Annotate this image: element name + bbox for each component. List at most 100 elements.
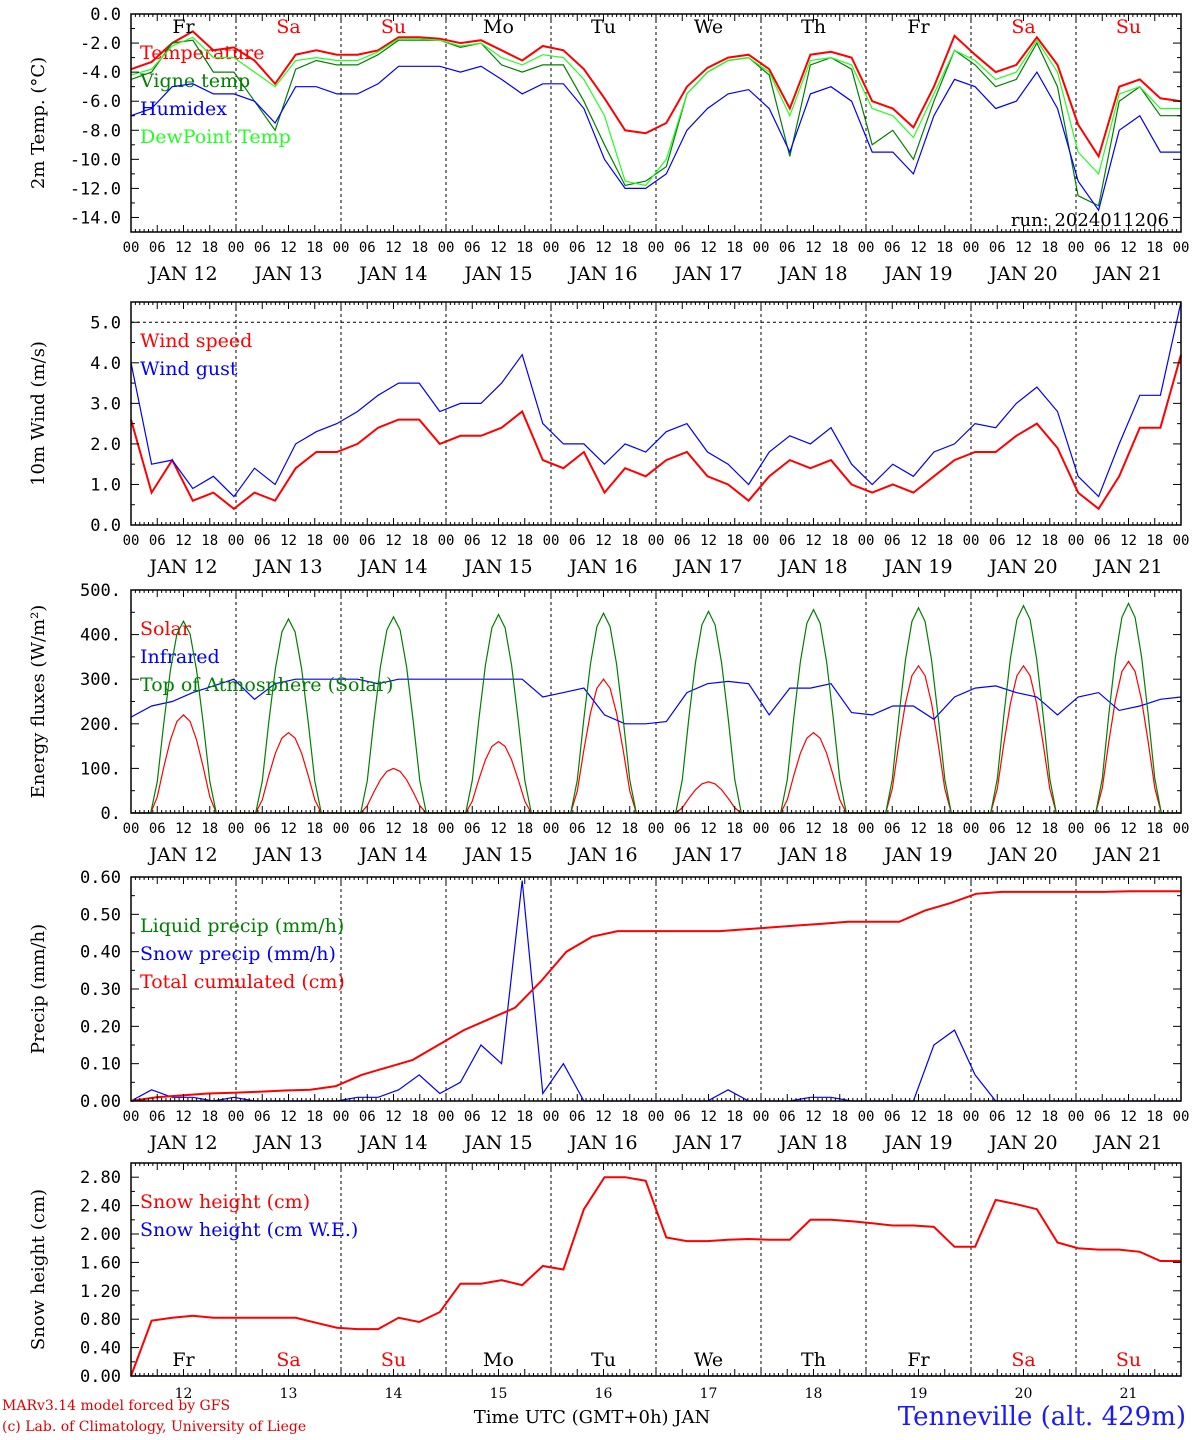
hour-tick-label: 00 bbox=[123, 821, 140, 837]
hour-tick-label: 12 bbox=[280, 821, 297, 837]
series-line-blue bbox=[130, 301, 1182, 498]
hour-tick-label: 12 bbox=[1120, 240, 1137, 256]
weekday-label: Sa bbox=[1011, 16, 1035, 38]
y-tick-label: 0.40 bbox=[80, 1339, 121, 1359]
day-label: JAN 16 bbox=[567, 1132, 637, 1154]
weekday-label: Th bbox=[801, 1349, 826, 1371]
hour-tick-label: 18 bbox=[621, 821, 638, 837]
y-tick-label: 3.0 bbox=[90, 394, 121, 414]
y-tick-label: 100. bbox=[80, 759, 121, 779]
y-tick-label: 0.60 bbox=[80, 868, 121, 888]
hour-tick-label: 00 bbox=[648, 821, 665, 837]
day-label: JAN 13 bbox=[252, 1132, 322, 1154]
hour-tick-label: 18 bbox=[306, 240, 323, 256]
hour-tick-label: 18 bbox=[831, 533, 848, 549]
legend-entry: Vigne temp bbox=[139, 70, 250, 92]
hour-tick-label: 06 bbox=[779, 821, 796, 837]
hour-tick-label: 12 bbox=[1120, 1109, 1137, 1125]
day-number-label: 18 bbox=[805, 1386, 823, 1402]
hour-tick-label: 12 bbox=[385, 821, 402, 837]
hour-tick-label: 12 bbox=[1120, 821, 1137, 837]
hour-tick-label: 00 bbox=[1068, 821, 1085, 837]
hour-tick-label: 18 bbox=[1146, 240, 1163, 256]
y-tick-label: 1.20 bbox=[80, 1282, 121, 1302]
day-label: JAN 12 bbox=[147, 844, 217, 866]
hour-tick-label: 00 bbox=[438, 240, 455, 256]
day-label: JAN 15 bbox=[462, 1132, 532, 1154]
hour-tick-label: 00 bbox=[1068, 240, 1085, 256]
y-tick-label: 0.0 bbox=[90, 5, 121, 25]
hour-tick-label: 06 bbox=[674, 533, 691, 549]
legend-entry: Wind gust bbox=[140, 358, 238, 380]
hour-tick-label: 12 bbox=[805, 821, 822, 837]
legend-entry: Solar bbox=[140, 618, 192, 640]
panel-2: Wind speed Wind gust 0.0 1.0 2.0 3.0 4.0 5.0 10m… bbox=[28, 301, 1189, 578]
lab-credit: (c) Lab. of Climatology, University of L… bbox=[2, 1419, 307, 1435]
hour-tick-label: 00 bbox=[333, 821, 350, 837]
hour-tick-label: 18 bbox=[936, 821, 953, 837]
day-label: JAN 17 bbox=[672, 263, 742, 285]
hour-tick-label: 06 bbox=[464, 821, 481, 837]
hour-tick-label: 18 bbox=[726, 240, 743, 256]
hour-tick-label: 00 bbox=[963, 533, 980, 549]
legend-entry: DewPoint Temp bbox=[140, 126, 291, 148]
hour-tick-label: 06 bbox=[674, 1109, 691, 1125]
day-number-label: 19 bbox=[910, 1386, 928, 1402]
hour-tick-label: 06 bbox=[464, 533, 481, 549]
day-label: JAN 20 bbox=[987, 556, 1057, 578]
day-label: JAN 18 bbox=[777, 263, 847, 285]
hour-tick-label: 18 bbox=[1041, 533, 1058, 549]
hour-tick-label: 00 bbox=[228, 533, 245, 549]
day-label: JAN 17 bbox=[672, 1132, 742, 1154]
legend-entry: Humidex bbox=[140, 98, 227, 120]
hour-tick-label: 18 bbox=[411, 240, 428, 256]
day-label: JAN 19 bbox=[882, 844, 952, 866]
hour-tick-label: 00 bbox=[963, 821, 980, 837]
day-label: JAN 14 bbox=[357, 263, 427, 285]
day-label: JAN 15 bbox=[462, 844, 532, 866]
y-tick-label: -4.0 bbox=[80, 63, 121, 83]
hour-tick-label: 00 bbox=[1173, 1109, 1190, 1125]
hour-tick-label: 18 bbox=[516, 821, 533, 837]
hour-tick-label: 06 bbox=[149, 533, 166, 549]
weekday-label: Sa bbox=[1011, 1349, 1035, 1371]
series-line-red bbox=[130, 1176, 1181, 1377]
legend-entry: Snow height (cm W.E.) bbox=[140, 1219, 358, 1241]
series-line-blue bbox=[130, 678, 1182, 725]
hour-tick-label: 00 bbox=[963, 1109, 980, 1125]
hour-tick-label: 12 bbox=[280, 240, 297, 256]
day-label: JAN 20 bbox=[987, 1132, 1057, 1154]
hour-tick-label: 18 bbox=[621, 533, 638, 549]
hour-tick-label: 00 bbox=[753, 1109, 770, 1125]
hour-tick-label: 00 bbox=[228, 240, 245, 256]
weekday-label: We bbox=[694, 1349, 723, 1371]
legend-entry: Infrared bbox=[140, 646, 220, 668]
hour-tick-label: 12 bbox=[910, 533, 927, 549]
hour-tick-label: 18 bbox=[201, 240, 218, 256]
hour-tick-label: 00 bbox=[123, 240, 140, 256]
y-tick-label: 300. bbox=[80, 670, 121, 690]
hour-tick-label: 18 bbox=[306, 533, 323, 549]
station-title: Tenneville (alt. 429m) bbox=[897, 1402, 1186, 1432]
hour-tick-label: 06 bbox=[989, 533, 1006, 549]
hour-tick-label: 06 bbox=[569, 1109, 586, 1125]
y-tick-label: 400. bbox=[80, 626, 121, 646]
series-line-red bbox=[130, 30, 1182, 159]
hour-tick-label: 06 bbox=[1094, 821, 1111, 837]
panel-5: Snow height (cm) Snow height (cm W.E.) 0.0… bbox=[28, 1162, 1182, 1428]
hour-tick-label: 12 bbox=[1015, 240, 1032, 256]
day-number-label: 15 bbox=[490, 1386, 508, 1402]
series-line-green bbox=[130, 39, 1181, 207]
hour-tick-label: 18 bbox=[831, 821, 848, 837]
hour-tick-label: 18 bbox=[411, 533, 428, 549]
weekday-label: Mo bbox=[483, 16, 514, 38]
y-tick-label: 200. bbox=[80, 715, 121, 735]
day-label: JAN 15 bbox=[462, 263, 532, 285]
day-label: JAN 19 bbox=[882, 1132, 952, 1154]
hour-tick-label: 12 bbox=[385, 240, 402, 256]
legend-entry: Liquid precip (mm/h) bbox=[140, 915, 344, 937]
hour-tick-label: 18 bbox=[621, 1109, 638, 1125]
day-label: JAN 12 bbox=[147, 263, 217, 285]
x-axis-label: Time UTC (GMT+0h) JAN bbox=[474, 1407, 711, 1428]
hour-tick-label: 00 bbox=[648, 533, 665, 549]
